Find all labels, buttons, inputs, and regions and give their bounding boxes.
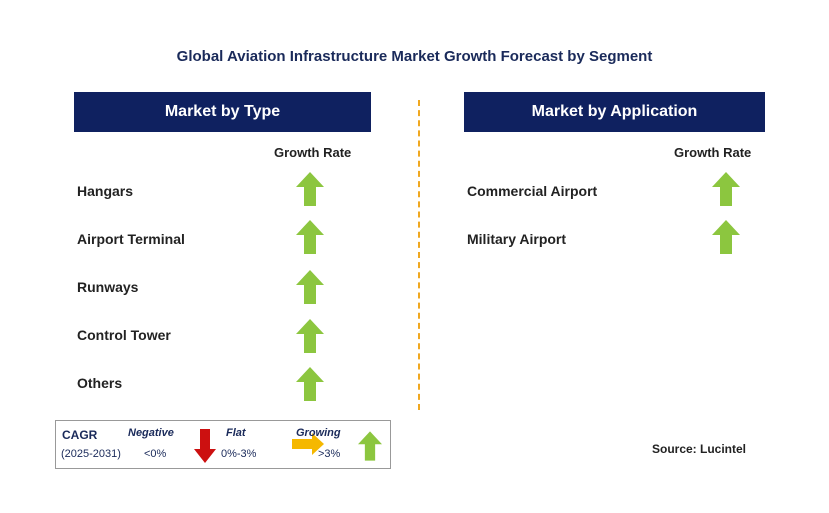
application-label-commercial-airport: Commercial Airport	[467, 183, 598, 199]
type-label-others: Others	[77, 375, 123, 391]
green-up-arrow-icon	[296, 220, 324, 254]
green-up-arrow-icon	[712, 220, 740, 254]
type-label-control-tower: Control Tower	[77, 327, 171, 343]
type-label-airport-terminal: Airport Terminal	[77, 231, 185, 247]
green-up-arrow-icon	[296, 367, 324, 401]
application-label-military-airport: Military Airport	[467, 231, 567, 247]
legend-flat-range: 0%-3%	[221, 448, 257, 460]
market-by-type-header: Market by Type	[74, 92, 371, 132]
page-title: Global Aviation Infrastructure Market Gr…	[176, 48, 653, 65]
legend-growing-label: Growing	[296, 427, 341, 439]
cagr-legend: CAGR (2025-2031) Negative <0% Flat 0%-3%…	[55, 420, 391, 469]
green-up-arrow-icon	[358, 431, 382, 461]
type-label-runways: Runways	[77, 279, 139, 295]
legend-cagr-label: CAGR	[62, 428, 98, 442]
type-label-hangars: Hangars	[77, 183, 134, 199]
legend-negative-range: <0%	[144, 448, 167, 460]
application-growth-rate-header: Growth Rate	[674, 145, 752, 160]
green-up-arrow-icon	[296, 319, 324, 353]
source-credit: Source: Lucintel	[652, 442, 747, 456]
legend-period: (2025-2031)	[61, 448, 121, 460]
market-by-application-header: Market by Application	[464, 92, 765, 132]
green-up-arrow-icon	[296, 270, 324, 304]
legend-growing-range: >3%	[318, 448, 341, 460]
red-down-arrow-icon	[194, 429, 216, 463]
legend-negative-label: Negative	[128, 427, 174, 439]
legend-flat-label: Flat	[226, 427, 246, 439]
green-up-arrow-icon	[296, 172, 324, 206]
panel-divider	[418, 100, 420, 410]
yellow-right-arrow-icon	[292, 433, 324, 455]
type-growth-rate-header: Growth Rate	[274, 145, 352, 160]
green-up-arrow-icon	[712, 172, 740, 206]
